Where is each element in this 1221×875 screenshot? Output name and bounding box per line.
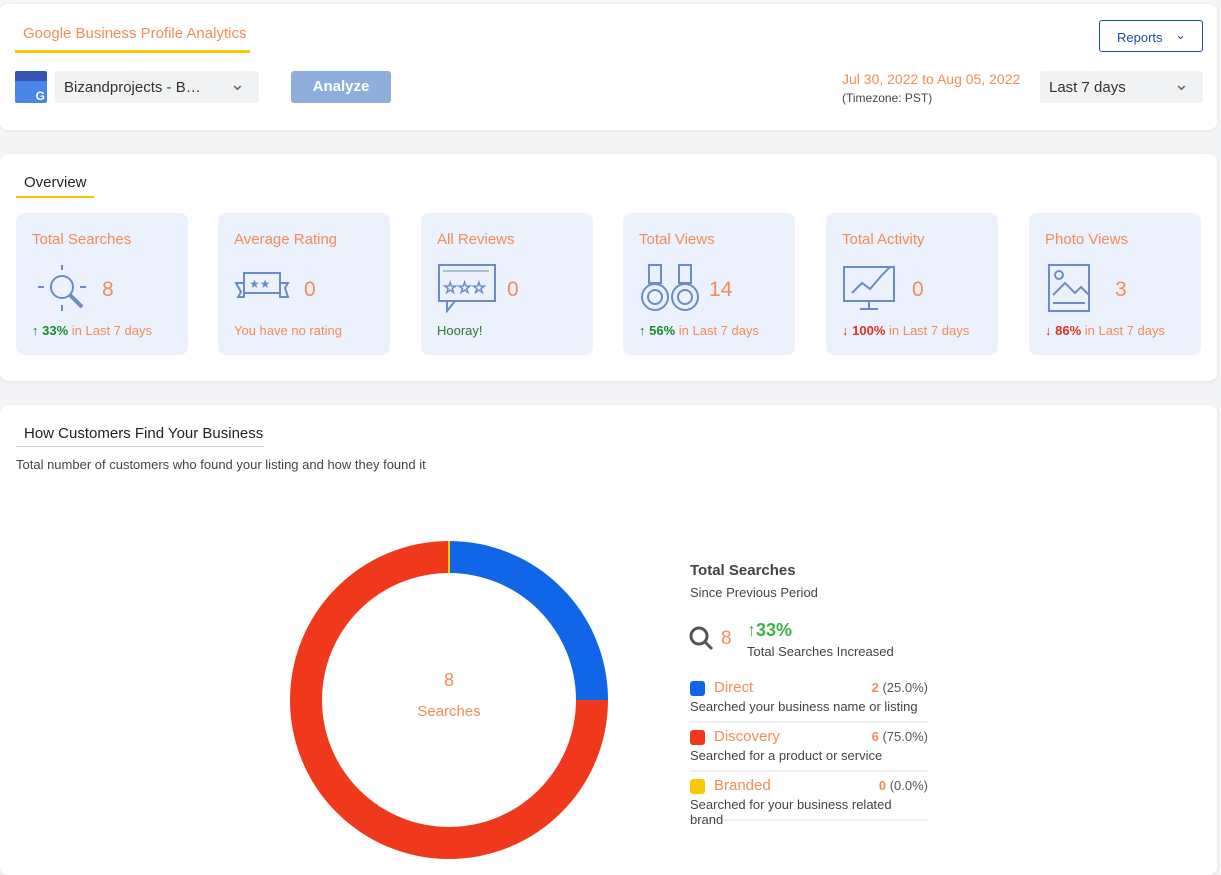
card-value: 0 bbox=[912, 278, 924, 301]
summary-change: ↑33% bbox=[747, 620, 793, 640]
card-title: All Reviews bbox=[437, 231, 515, 248]
page-title: Google Business Profile Analytics bbox=[23, 25, 247, 42]
legend-item-branded: Branded 0 (0.0%) Searched for your busin… bbox=[690, 777, 928, 827]
legend-desc: Searched for a product or service bbox=[690, 748, 883, 763]
card-title: Total Activity bbox=[842, 231, 925, 248]
timezone: (Timezone: PST) bbox=[842, 91, 933, 105]
date-range: Jul 30, 2022 to Aug 05, 2022 bbox=[842, 71, 1021, 87]
chevron-down-icon: ⌄ bbox=[1173, 74, 1189, 94]
reports-label: Reports bbox=[1117, 30, 1163, 45]
summary-total: 8 bbox=[721, 628, 732, 649]
arrow-up-icon: ↑ bbox=[32, 323, 39, 338]
legend-desc: Searched for your business related brand bbox=[690, 797, 892, 827]
card-change-value: 100% bbox=[852, 323, 886, 338]
legend-count: 6 (75.0%) bbox=[872, 729, 928, 744]
card-total-activity[interactable]: Total Activity 0 ↓ 100% in Last 7 days bbox=[826, 213, 998, 355]
summary-change-value: 33% bbox=[756, 620, 793, 640]
period-select[interactable]: Last 7 days ⌄ bbox=[1040, 71, 1203, 103]
card-value: 3 bbox=[1115, 278, 1127, 301]
summary-title: Total Searches bbox=[690, 562, 796, 579]
card-change-suffix: in Last 7 days bbox=[1081, 323, 1165, 338]
business-select[interactable]: Bizandprojects - B… ⌄ bbox=[55, 71, 259, 103]
legend-value: 0 bbox=[878, 778, 887, 793]
photo-icon bbox=[1048, 264, 1090, 312]
activity-monitor-icon bbox=[843, 266, 895, 310]
legend-count: 0 (0.0%) bbox=[879, 778, 928, 793]
card-total-searches[interactable]: Total Searches 8 ↑ 33% in Last 7 days bbox=[16, 213, 188, 355]
header-panel: Google Business Profile Analytics Report… bbox=[0, 4, 1217, 130]
legend-name: Branded bbox=[714, 777, 771, 794]
legend-swatch bbox=[690, 681, 705, 696]
find-underline bbox=[16, 446, 264, 447]
reports-button[interactable]: Reports ⌄ bbox=[1099, 20, 1203, 52]
card-note: Hooray! bbox=[437, 323, 483, 338]
overview-title: Overview bbox=[24, 174, 87, 191]
card-value: 8 bbox=[102, 278, 114, 301]
legend-item-discovery: Discovery 6 (75.0%) Searched for a produ… bbox=[690, 728, 928, 772]
card-title: Photo Views bbox=[1045, 231, 1129, 248]
business-select-value: Bizandprojects - B… bbox=[64, 79, 201, 96]
search-insight-icon bbox=[38, 265, 86, 311]
donut-slice-direct[interactable] bbox=[449, 541, 608, 700]
donut-center-value: 8 bbox=[443, 670, 454, 690]
card-all-reviews[interactable]: All Reviews ☆☆☆ 0 Hooray! bbox=[421, 213, 593, 355]
legend-desc: Searched your business name or listing bbox=[690, 699, 918, 714]
card-value: 14 bbox=[709, 278, 733, 301]
donut-center-label: Searches bbox=[417, 703, 481, 720]
card-change-value: 86% bbox=[1055, 323, 1082, 338]
card-change-suffix: in Last 7 days bbox=[885, 323, 970, 338]
legend-value: 2 bbox=[871, 680, 879, 695]
chevron-down-icon: ⌄ bbox=[1175, 27, 1186, 42]
period-select-value: Last 7 days bbox=[1049, 79, 1126, 96]
search-icon bbox=[689, 626, 714, 651]
card-title: Total Searches bbox=[32, 231, 132, 248]
arrow-down-icon: ↓ bbox=[1045, 323, 1052, 338]
arrow-down-icon: ↓ bbox=[842, 323, 849, 338]
reviews-bubble-icon: ☆☆☆ bbox=[438, 264, 496, 313]
card-note: You have no rating bbox=[234, 323, 342, 338]
title-underline bbox=[15, 50, 250, 53]
legend-value: 6 bbox=[871, 729, 879, 744]
card-change: ↓ 86% in Last 7 days bbox=[1045, 323, 1165, 338]
card-value: 0 bbox=[507, 278, 519, 301]
arrow-up-icon: ↑ bbox=[639, 323, 646, 338]
analyze-button[interactable]: Analyze bbox=[291, 71, 391, 103]
legend-item-direct: Direct 2 (25.0%) Searched your business … bbox=[690, 679, 928, 723]
overview-panel: Overview bbox=[0, 154, 1217, 381]
card-title: Average Rating bbox=[234, 231, 338, 248]
legend-name: Direct bbox=[714, 679, 754, 696]
card-change: ↓ 100% in Last 7 days bbox=[842, 323, 969, 338]
card-change: ↑ 56% in Last 7 days bbox=[639, 323, 759, 338]
binoculars-icon bbox=[641, 264, 699, 311]
legend-percent: (0.0%) bbox=[889, 778, 928, 793]
card-photo-views[interactable]: Photo Views 3 ↓ 86% in Last 7 days bbox=[1029, 213, 1201, 355]
legend-name: Discovery bbox=[714, 728, 780, 745]
chevron-down-icon: ⌄ bbox=[229, 74, 245, 94]
card-change: ↑ 33% in Last 7 days bbox=[32, 323, 152, 338]
legend-percent: (75.0%) bbox=[882, 729, 928, 744]
card-value: 0 bbox=[304, 278, 316, 301]
summary-subtitle: Since Previous Period bbox=[690, 585, 818, 600]
card-change-value: 56% bbox=[649, 323, 676, 338]
legend-swatch bbox=[690, 779, 705, 794]
legend-percent: (25.0%) bbox=[882, 680, 928, 695]
donut-chart bbox=[290, 541, 608, 859]
card-change-suffix: in Last 7 days bbox=[68, 323, 152, 338]
overview-underline bbox=[16, 196, 94, 198]
find-panel: How Customers Find Your Business Total n… bbox=[0, 405, 1217, 875]
summary-change-label: Total Searches Increased bbox=[747, 644, 894, 659]
find-subtitle: Total number of customers who found your… bbox=[16, 457, 426, 472]
card-total-views[interactable]: Total Views 14 ↑ 56% in Last 7 days bbox=[623, 213, 795, 355]
card-change-value: 33% bbox=[42, 323, 69, 338]
find-title: How Customers Find Your Business bbox=[24, 425, 264, 442]
legend-count: 2 (25.0%) bbox=[872, 680, 928, 695]
svg-text:☆☆☆: ☆☆☆ bbox=[443, 280, 486, 297]
card-title: Total Views bbox=[639, 231, 715, 248]
card-change-suffix: in Last 7 days bbox=[675, 323, 759, 338]
svg-text:★★: ★★ bbox=[249, 277, 271, 291]
rating-ribbon-icon: ★★ bbox=[234, 272, 290, 298]
legend-swatch bbox=[690, 730, 705, 745]
gbp-logo-icon: G bbox=[15, 71, 47, 103]
card-average-rating[interactable]: Average Rating ★★ 0 You have no rating bbox=[218, 213, 390, 355]
